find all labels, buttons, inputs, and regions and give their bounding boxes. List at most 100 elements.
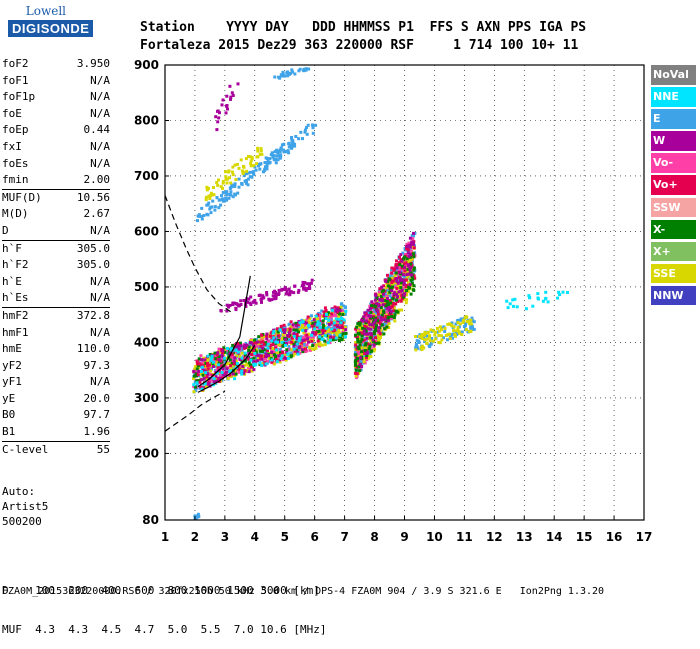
data-point — [429, 328, 433, 332]
data-point — [412, 268, 416, 272]
data-point — [315, 325, 319, 329]
data-point — [292, 345, 296, 349]
data-point — [223, 349, 227, 352]
data-point — [281, 344, 285, 348]
data-point — [286, 74, 290, 78]
data-point — [235, 162, 239, 166]
param-value: 10.56 — [76, 190, 110, 204]
data-point — [365, 319, 369, 323]
data-point — [372, 332, 376, 336]
data-point — [296, 323, 300, 327]
data-point — [192, 369, 196, 373]
data-point — [295, 333, 299, 336]
data-point — [326, 332, 330, 336]
data-point — [423, 338, 427, 342]
data-point — [263, 357, 267, 361]
data-point — [410, 275, 414, 278]
data-point — [395, 287, 399, 290]
data-point — [192, 383, 196, 387]
data-point — [442, 336, 445, 340]
data-point — [256, 359, 260, 363]
y-tick-label: 500 — [134, 280, 159, 294]
data-point — [296, 325, 300, 329]
data-point — [330, 321, 334, 325]
data-point — [450, 333, 454, 337]
data-point — [373, 298, 377, 302]
param-row: foF2 3.950 — [2, 56, 110, 73]
data-point — [268, 334, 272, 338]
data-point — [270, 360, 274, 364]
data-point — [366, 342, 370, 346]
data-point — [209, 194, 213, 198]
data-point — [295, 342, 299, 346]
data-point — [290, 348, 294, 352]
data-point — [363, 311, 367, 315]
data-point — [274, 358, 278, 361]
data-point — [323, 343, 327, 347]
param-row: foEp 0.44 — [2, 122, 110, 139]
data-point — [204, 198, 208, 202]
data-point — [277, 354, 281, 358]
data-point — [281, 358, 285, 362]
param-row: B0 97.7 — [2, 407, 110, 424]
data-point — [320, 343, 324, 347]
data-point — [464, 322, 468, 325]
data-point — [271, 294, 275, 298]
data-point — [391, 285, 394, 289]
data-point — [408, 236, 412, 240]
footer-info: FZA0M_2015363220000.RSF / 320fx256h 50 k… — [2, 586, 605, 597]
data-point — [229, 186, 233, 190]
data-point — [229, 95, 233, 99]
data-point — [221, 351, 225, 355]
data-point — [326, 311, 330, 315]
x-tick-label: 6 — [311, 530, 319, 544]
data-point — [224, 170, 227, 174]
data-point — [223, 356, 227, 360]
data-point — [392, 316, 396, 320]
data-point — [284, 343, 287, 347]
data-point — [221, 367, 225, 371]
data-point — [296, 352, 300, 356]
data-point — [290, 68, 294, 72]
data-point — [392, 301, 395, 305]
data-point — [447, 332, 451, 336]
data-point — [412, 274, 416, 278]
data-point — [343, 325, 347, 329]
data-point — [279, 353, 283, 357]
data-point — [298, 328, 302, 332]
data-point — [311, 331, 315, 335]
data-point — [438, 329, 442, 333]
data-point — [408, 259, 411, 263]
data-point — [301, 320, 305, 324]
data-point — [411, 277, 415, 281]
data-point — [420, 336, 424, 340]
data-point — [299, 335, 303, 339]
data-point — [212, 360, 215, 364]
data-point — [353, 371, 357, 375]
data-point — [363, 324, 367, 328]
data-point — [228, 362, 232, 366]
data-point — [292, 332, 296, 336]
data-point — [300, 348, 304, 352]
data-point — [250, 353, 254, 356]
y-tick-label: 300 — [134, 391, 159, 405]
data-point — [433, 333, 437, 337]
data-point — [298, 321, 302, 325]
data-point — [386, 297, 389, 300]
data-point — [197, 369, 201, 373]
param-value: 0.44 — [83, 123, 111, 137]
data-point — [293, 144, 297, 148]
data-point — [309, 281, 313, 285]
data-point — [270, 339, 274, 343]
legend-entry: SSW — [651, 197, 696, 218]
data-point — [380, 333, 384, 337]
data-point — [229, 181, 233, 185]
data-point — [244, 363, 248, 367]
data-point — [206, 372, 210, 376]
data-point — [426, 331, 430, 334]
data-point — [376, 319, 380, 323]
data-point — [400, 289, 404, 292]
data-point — [252, 363, 256, 367]
data-point — [216, 120, 220, 124]
data-point — [195, 360, 199, 364]
